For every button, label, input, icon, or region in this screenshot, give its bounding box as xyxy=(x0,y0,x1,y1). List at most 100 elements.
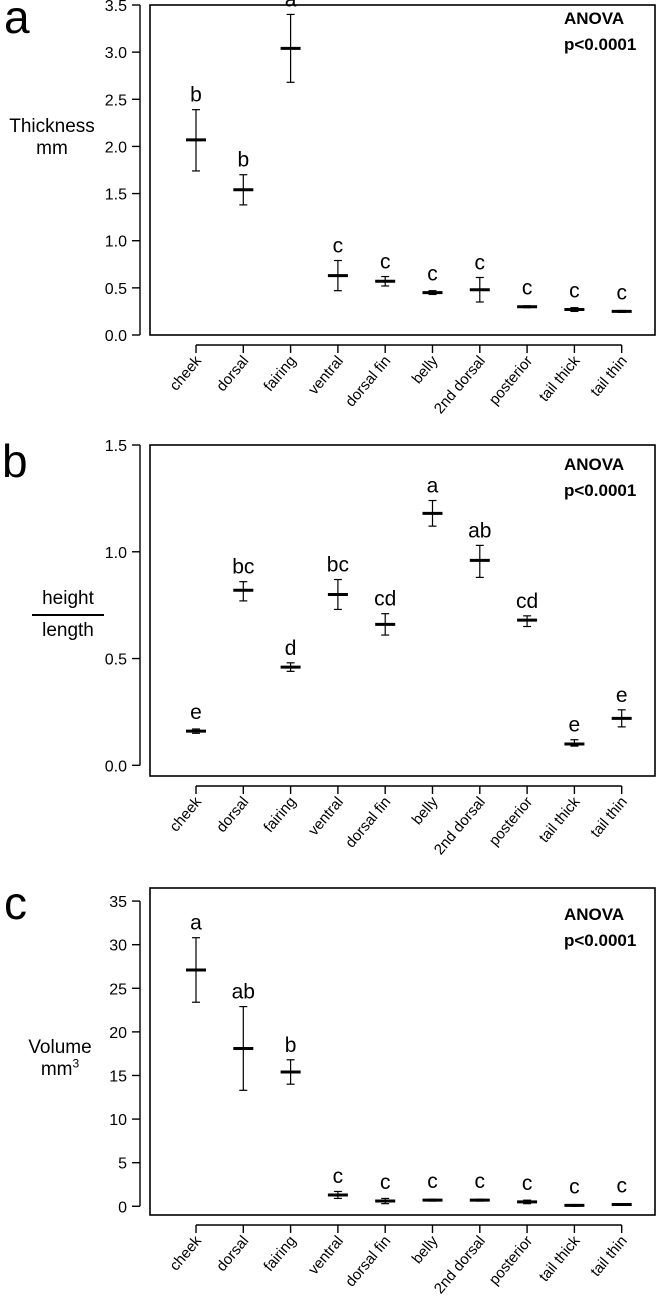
x-tick-label: dorsal xyxy=(213,794,252,836)
significance-letter: a xyxy=(427,475,439,498)
anova-label: ANOVA xyxy=(564,455,625,474)
anova-annotation: ANOVA p<0.0001 xyxy=(564,6,636,58)
significance-letter: c xyxy=(475,251,486,274)
p-value-label: p<0.0001 xyxy=(564,481,637,500)
significance-letter: cd xyxy=(516,590,538,613)
significance-letter: c xyxy=(427,263,438,286)
panel-c: c Volume mm3 ANOVA p<0.0001 0 5 10 15 20 25 30… xyxy=(0,880,661,1307)
significance-letter: e xyxy=(190,701,202,724)
x-tick-label: dorsal fin xyxy=(342,353,394,411)
significance-letter: c xyxy=(475,1170,486,1193)
significance-letter: b xyxy=(285,1034,297,1057)
x-tick-label: ventral xyxy=(305,353,347,398)
x-tick-label: tail thin xyxy=(587,353,631,400)
plot-frame xyxy=(149,4,656,336)
x-tick-label: fairing xyxy=(260,353,299,395)
y-tick-label: 1.0 xyxy=(105,545,127,562)
significance-letter: a xyxy=(285,0,297,11)
x-tick-label: cheek xyxy=(166,352,205,394)
x-tick-label: fairing xyxy=(260,794,299,836)
significance-letter: c xyxy=(333,235,344,258)
x-tick-label: tail thick xyxy=(536,352,584,405)
p-value-label: p<0.0001 xyxy=(564,931,637,950)
x-tick-label: belly xyxy=(409,1232,442,1267)
y-axis-label-unit: mm xyxy=(40,1059,73,1080)
significance-letter: e xyxy=(569,714,581,737)
significance-letter: c xyxy=(522,277,533,300)
panel-letter: a xyxy=(4,0,30,43)
y-tick-label: 25 xyxy=(109,981,127,998)
anova-annotation: ANOVA p<0.0001 xyxy=(564,902,636,954)
y-tick-label: 3.5 xyxy=(105,0,127,15)
significance-letter: b xyxy=(237,149,249,172)
y-tick-label: 5 xyxy=(118,1156,127,1173)
chart-b-svg: 0.0 0.5 1.0 1.5 cheek dorsal fairing ventraldor… xyxy=(105,438,656,858)
y-tick-label: 2.5 xyxy=(105,92,127,109)
y-tick-label: 1.0 xyxy=(105,234,127,251)
panel-letter: b xyxy=(2,435,28,487)
significance-letter: c xyxy=(380,251,391,274)
x-tick-label: dorsal fin xyxy=(342,794,394,852)
significance-letter: c xyxy=(569,1175,580,1198)
x-tick-label: cheek xyxy=(166,793,205,835)
panel-letter: c xyxy=(4,877,27,929)
x-tick-label: tail thick xyxy=(536,1232,584,1285)
plot-frame xyxy=(149,887,656,1216)
panel-a: a Thickness mm ANOVA p<0.0001 0.0 0.5 1.0 1… xyxy=(0,0,661,420)
plot-frame xyxy=(149,444,656,777)
y-tick-label: 0 xyxy=(118,1199,127,1216)
anova-label: ANOVA xyxy=(564,905,625,924)
y-tick-label: 3.0 xyxy=(105,45,127,62)
significance-letter: ab xyxy=(232,981,255,1004)
x-tick-label: tail thin xyxy=(587,794,631,841)
x-tick-label: tail thick xyxy=(536,793,584,846)
panel-b: b height length ANOVA p<0.0001 0.0 0.5 1.0… xyxy=(0,435,661,860)
y-tick-label: 10 xyxy=(109,1112,127,1129)
x-tick-label: cheek xyxy=(166,1232,205,1274)
y-axis-label-exponent: 3 xyxy=(72,1056,80,1071)
x-tick-label: ventral xyxy=(305,1233,347,1278)
x-tick-label: posterior xyxy=(486,794,537,850)
y-tick-label: 0.5 xyxy=(105,281,127,298)
y-tick-label: 1.5 xyxy=(105,438,127,455)
x-tick-label: belly xyxy=(409,793,442,828)
x-tick-label: belly xyxy=(409,352,442,387)
x-tick-label: ventral xyxy=(305,794,347,839)
significance-letter: b xyxy=(190,84,202,107)
y-axis-label-numerator: height xyxy=(32,588,104,616)
y-tick-label: 0.5 xyxy=(105,652,127,669)
y-tick-label: 0.0 xyxy=(105,758,127,775)
x-tick-label: dorsal fin xyxy=(342,1233,394,1291)
y-tick-label: 15 xyxy=(109,1068,127,1085)
x-tick-label: fairing xyxy=(260,1233,299,1275)
anova-label: ANOVA xyxy=(564,9,625,28)
x-tick-label: posterior xyxy=(486,353,537,409)
y-tick-label: 0.0 xyxy=(105,328,127,345)
y-axis-label-line2: mm xyxy=(36,138,68,159)
y-axis-label-denominator: length xyxy=(42,620,94,641)
significance-letter: ab xyxy=(468,519,491,542)
y-axis-label: height length xyxy=(32,588,104,642)
y-tick-label: 30 xyxy=(109,938,127,955)
x-tick-label: dorsal xyxy=(213,353,252,395)
y-axis-label: Thickness mm xyxy=(0,116,104,160)
y-tick-label: 2.0 xyxy=(105,139,127,156)
anova-annotation: ANOVA p<0.0001 xyxy=(564,452,636,504)
significance-letter: d xyxy=(285,637,297,660)
y-axis-label: Volume mm3 xyxy=(18,1037,102,1081)
significance-letter: c xyxy=(427,1170,438,1193)
significance-letter: c xyxy=(522,1172,533,1195)
p-value-label: p<0.0001 xyxy=(564,35,637,54)
y-axis-label-line1: Volume xyxy=(28,1037,92,1058)
significance-letter: c xyxy=(333,1165,344,1188)
x-tick-label: tail thin xyxy=(587,1233,631,1280)
significance-letter: c xyxy=(569,280,580,303)
significance-letter: c xyxy=(616,1175,627,1198)
y-axis-label-line2: mm3 xyxy=(18,1056,102,1081)
significance-letter: bc xyxy=(327,554,349,577)
y-tick-label: 20 xyxy=(109,1025,127,1042)
significance-letter: a xyxy=(190,912,202,935)
significance-letter: c xyxy=(380,1171,391,1194)
significance-letter: cd xyxy=(374,588,396,611)
y-axis-label-line1: Thickness xyxy=(9,116,95,137)
